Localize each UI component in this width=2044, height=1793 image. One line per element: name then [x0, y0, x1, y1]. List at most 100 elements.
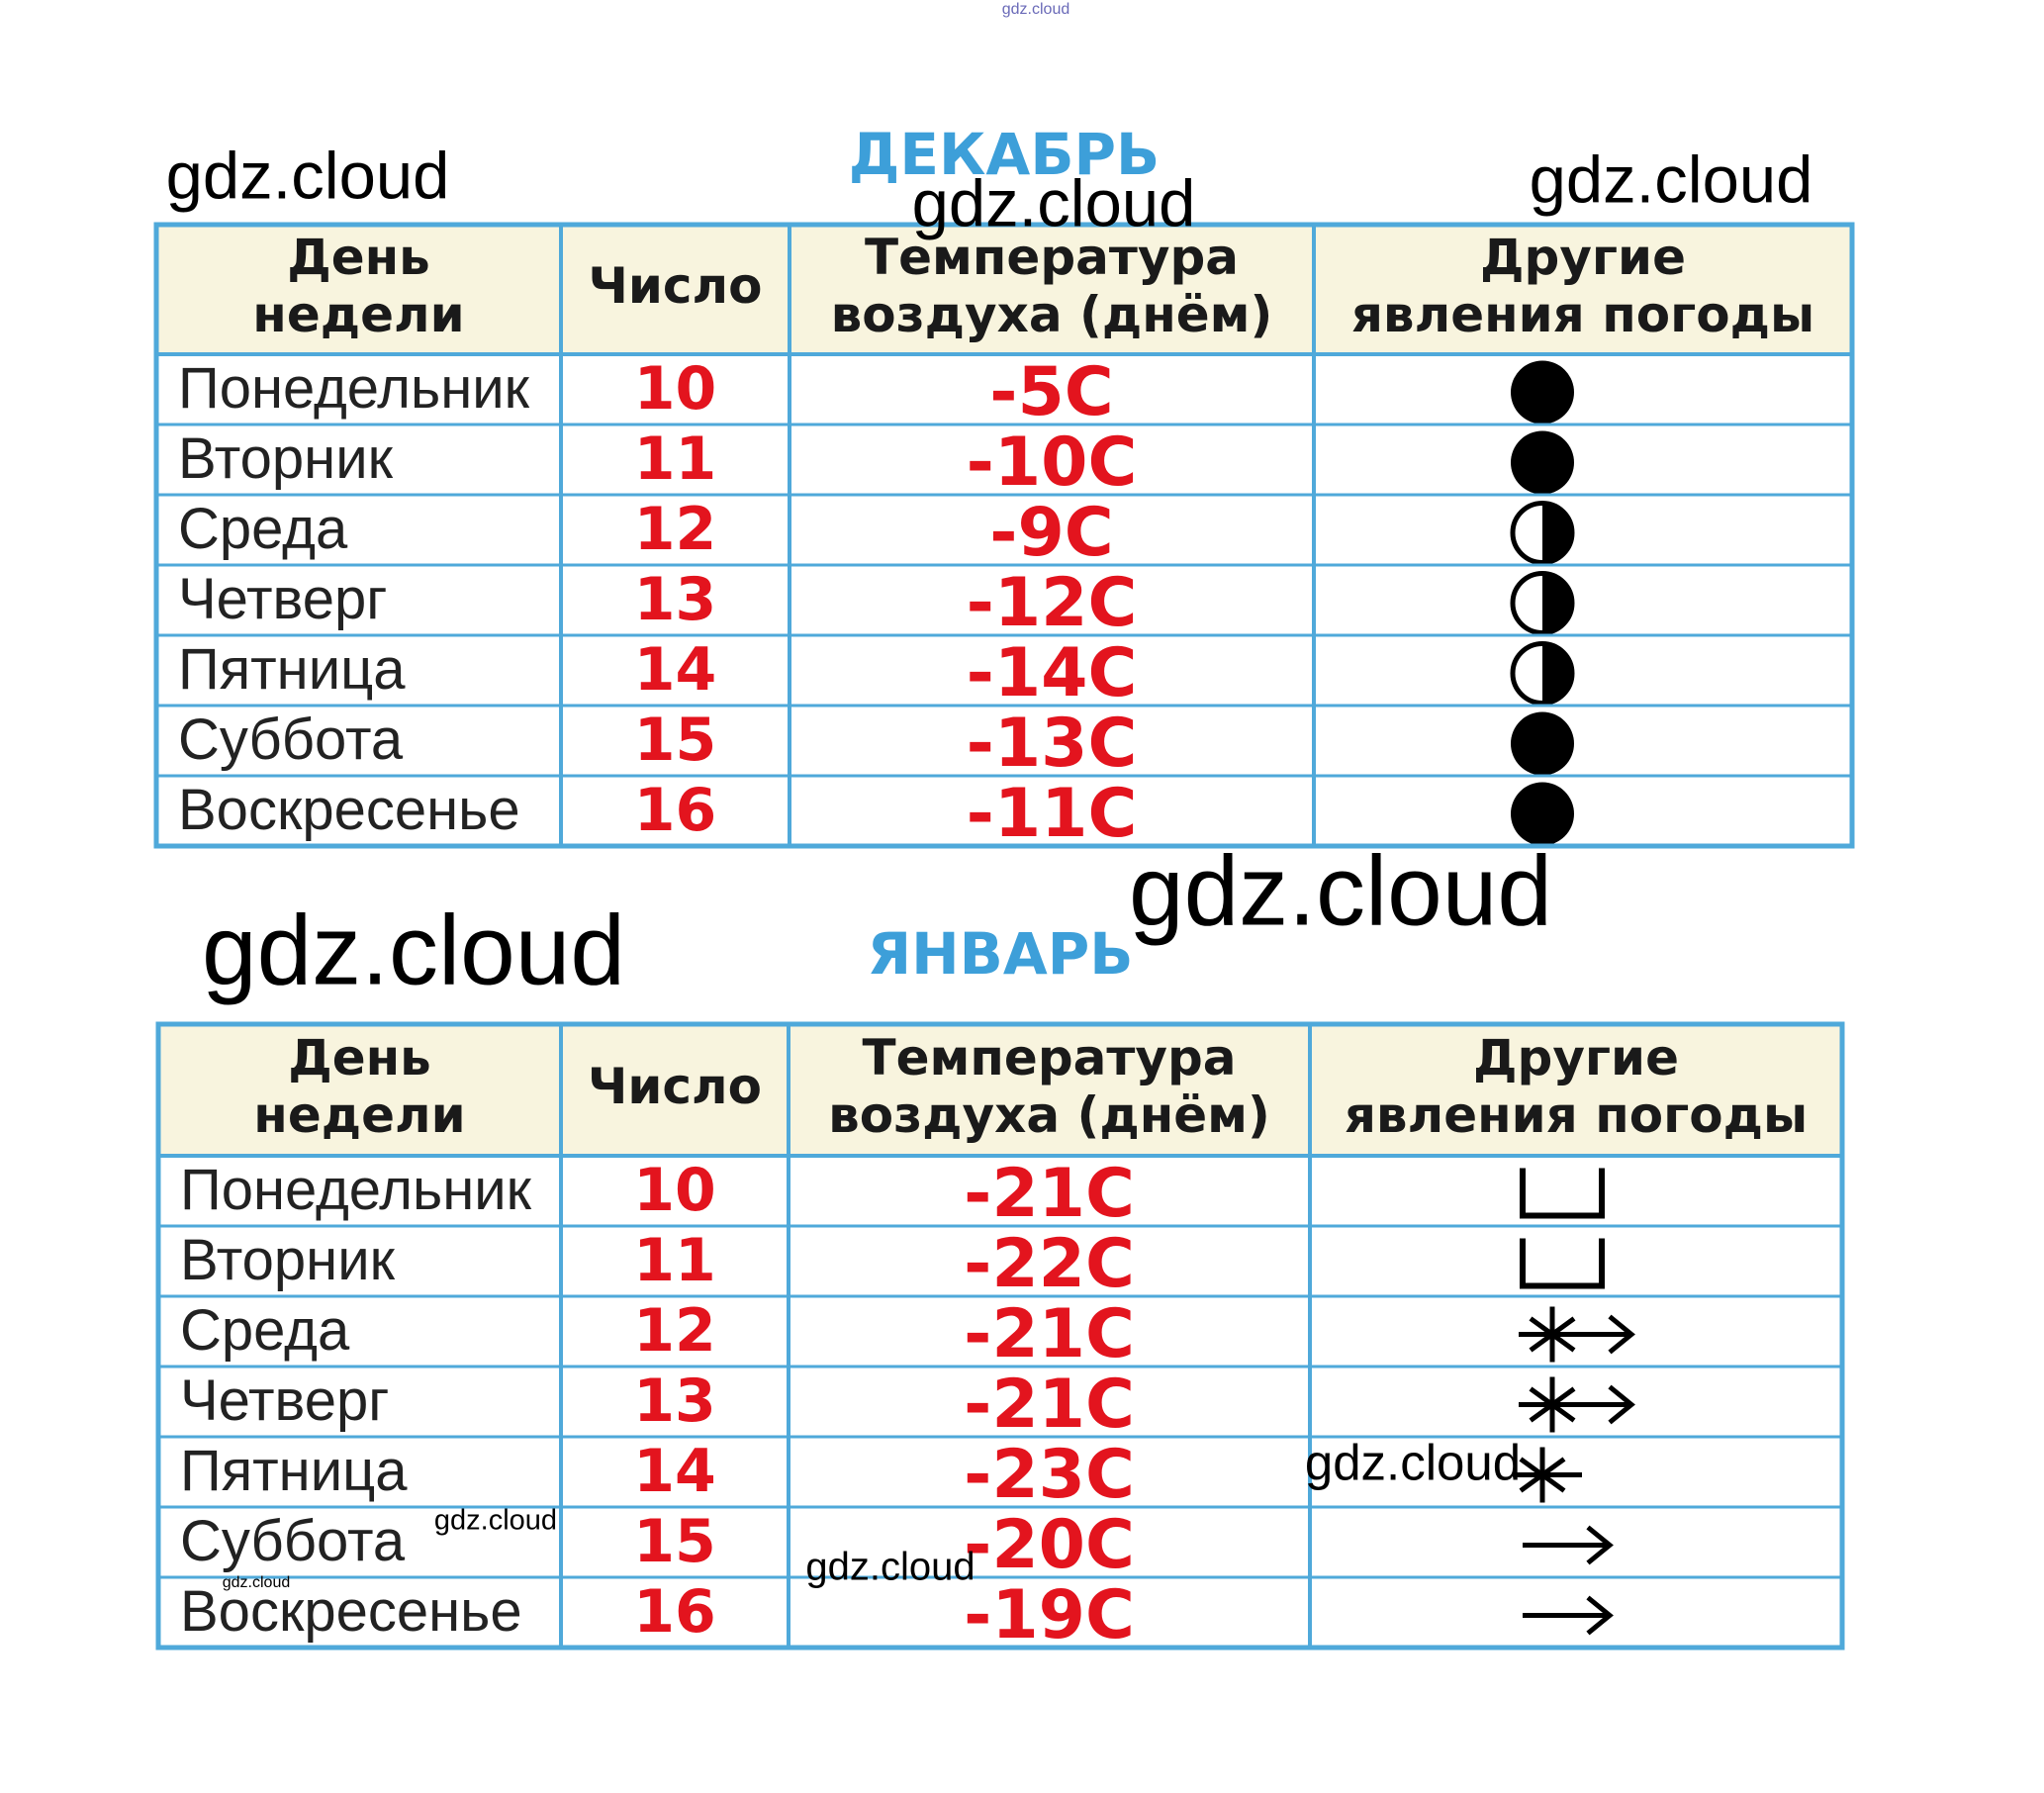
- weather-icon: [1510, 501, 1575, 565]
- icon-shape: [1608, 1314, 1635, 1355]
- header-cell: Число: [588, 257, 762, 315]
- temperature: -21C: [964, 1366, 1135, 1444]
- temperature: -23C: [964, 1436, 1135, 1514]
- icon-shape: [1511, 360, 1574, 425]
- temperature: -21C: [964, 1295, 1135, 1373]
- watermark: gdz.cloud: [912, 167, 1196, 241]
- day-name: Воскресенье: [180, 1579, 522, 1644]
- header-background: [156, 225, 1852, 354]
- weather-icon: [1511, 430, 1574, 495]
- watermark: gdz.cloud: [166, 140, 450, 214]
- header-cell: Температура: [865, 229, 1239, 286]
- weather-icon: [1523, 1595, 1614, 1636]
- day-name: Воскресенье: [178, 778, 520, 842]
- watermark: gdz.cloud: [1305, 1434, 1521, 1490]
- date-number: 11: [633, 1226, 716, 1295]
- temperature: -14C: [967, 634, 1138, 712]
- watermark: gdz.cloud: [202, 895, 625, 1005]
- day-name: Четверг: [180, 1368, 389, 1433]
- icon-shape: [1608, 1384, 1635, 1425]
- icon-shape: [1542, 503, 1573, 563]
- weather-icon: [1520, 1238, 1605, 1289]
- date-number: 14: [633, 1437, 716, 1506]
- table-border: [153, 222, 1855, 849]
- day-name: Понедельник: [180, 1158, 532, 1222]
- watermark: gdz.cloud: [223, 1574, 291, 1591]
- day-name: Пятница: [178, 637, 406, 702]
- day-name: Суббота: [180, 1509, 406, 1573]
- watermark: gdz.cloud: [1002, 1, 1070, 18]
- day-name: Понедельник: [178, 356, 530, 421]
- header-cell: явления погоды: [1345, 1086, 1808, 1144]
- watermark: gdz.cloud: [1530, 143, 1813, 218]
- icon-shape: [1511, 711, 1574, 776]
- icon-shape: [1520, 1238, 1605, 1289]
- day-name: Четверг: [178, 567, 387, 631]
- table-border: [155, 1021, 1845, 1651]
- temperature: -9C: [989, 494, 1113, 572]
- temperature: -13C: [967, 705, 1138, 783]
- day-name: Вторник: [180, 1228, 396, 1292]
- weather-icon: [1520, 1168, 1605, 1219]
- header-cell: недели: [253, 1086, 465, 1144]
- header-cell: воздуха (днём): [831, 286, 1273, 343]
- icon-shape: [1586, 1525, 1614, 1565]
- table-title: ЯНВАРЬ: [867, 920, 1133, 988]
- icon-shape: [1529, 1316, 1576, 1353]
- header-cell: Число: [588, 1058, 762, 1115]
- header-cell: воздуха (днём): [828, 1086, 1270, 1144]
- date-number: 11: [634, 425, 717, 494]
- date-number: 12: [633, 1296, 716, 1366]
- date-number: 12: [634, 495, 717, 564]
- date-number: 13: [634, 565, 717, 634]
- header-cell: явления погоды: [1351, 286, 1814, 343]
- temperature: -20C: [964, 1506, 1135, 1584]
- header-cell: День: [288, 1029, 431, 1086]
- date-number: 16: [634, 776, 717, 845]
- watermark: gdz.cloud: [434, 1505, 557, 1537]
- day-name: Вторник: [178, 426, 394, 491]
- weather-icon: [1510, 571, 1575, 635]
- header-cell: недели: [252, 286, 464, 343]
- weather-icon: [1519, 1376, 1635, 1433]
- icon-shape: [1542, 573, 1573, 633]
- header-cell: Температура: [863, 1029, 1237, 1086]
- header-cell: День: [287, 229, 430, 286]
- day-name: Среда: [180, 1298, 350, 1363]
- date-number: 15: [634, 706, 717, 775]
- watermark: gdz.cloud: [1129, 835, 1552, 946]
- weather-icon: [1513, 1447, 1582, 1503]
- date-number: 10: [634, 354, 717, 424]
- temperature: -21C: [964, 1155, 1135, 1233]
- icon-shape: [1542, 643, 1573, 704]
- icon-shape: [1586, 1595, 1614, 1636]
- date-number: 10: [633, 1156, 716, 1225]
- temperature: -11C: [967, 775, 1138, 853]
- watermark: gdz.cloud: [805, 1546, 975, 1589]
- date-number: 13: [633, 1367, 716, 1436]
- day-name: Среда: [178, 497, 348, 561]
- header-cell: Другие: [1480, 229, 1686, 286]
- temperature: -10C: [967, 424, 1138, 502]
- icon-shape: [1529, 1386, 1576, 1423]
- icon-shape: [1511, 782, 1574, 846]
- weather-icon: [1511, 782, 1574, 846]
- weather-icon: [1519, 1306, 1635, 1363]
- date-number: 14: [634, 635, 717, 705]
- weather-icon: [1510, 641, 1575, 706]
- weather-icon: [1523, 1525, 1614, 1565]
- date-number: 15: [633, 1507, 716, 1576]
- icon-shape: [1511, 430, 1574, 495]
- header-background: [158, 1024, 1842, 1156]
- icon-shape: [1520, 1168, 1605, 1219]
- day-name: Суббота: [178, 708, 404, 772]
- temperature: -5C: [989, 353, 1113, 431]
- header-cell: Другие: [1473, 1029, 1679, 1086]
- temperature: -19C: [964, 1576, 1135, 1654]
- temperature: -22C: [964, 1225, 1135, 1303]
- day-name: Пятница: [180, 1439, 408, 1503]
- weather-icon: [1511, 711, 1574, 776]
- date-number: 16: [633, 1577, 716, 1647]
- weather-icon: [1511, 360, 1574, 425]
